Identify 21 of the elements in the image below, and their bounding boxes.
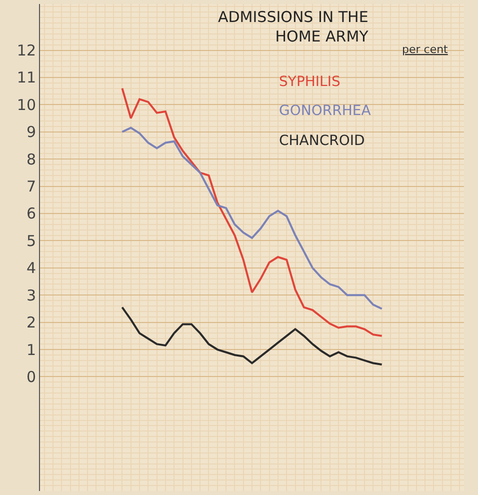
- y-tick-label: 10: [16, 96, 36, 114]
- y-tick-label: 5: [26, 232, 36, 250]
- text: SYPHILIS: [279, 74, 340, 90]
- y-tick-label: 12: [16, 42, 36, 60]
- y-tick-label: 8: [26, 150, 36, 168]
- text: CHANCROID: [279, 133, 365, 149]
- y-tick-label: 2: [26, 314, 36, 332]
- y-tick-label: 6: [26, 204, 36, 223]
- y-tick-label: 9: [26, 123, 36, 142]
- y-tick-label: 3: [26, 286, 36, 304]
- y-tick-label: 1: [26, 340, 36, 359]
- y-tick-label: 4: [26, 259, 36, 278]
- y-tick-label: 11: [16, 68, 36, 87]
- y-axis-title: per cent: [402, 43, 449, 56]
- line-series: [121, 306, 383, 366]
- y-tick-label: 7: [26, 178, 36, 196]
- line-series: [121, 87, 383, 337]
- line-series: [121, 126, 383, 310]
- text: GONORRHEA: [279, 103, 372, 119]
- y-tick-label: 0: [26, 368, 36, 386]
- text: ADMISSIONS IN THE HOME ARMY: [218, 8, 370, 46]
